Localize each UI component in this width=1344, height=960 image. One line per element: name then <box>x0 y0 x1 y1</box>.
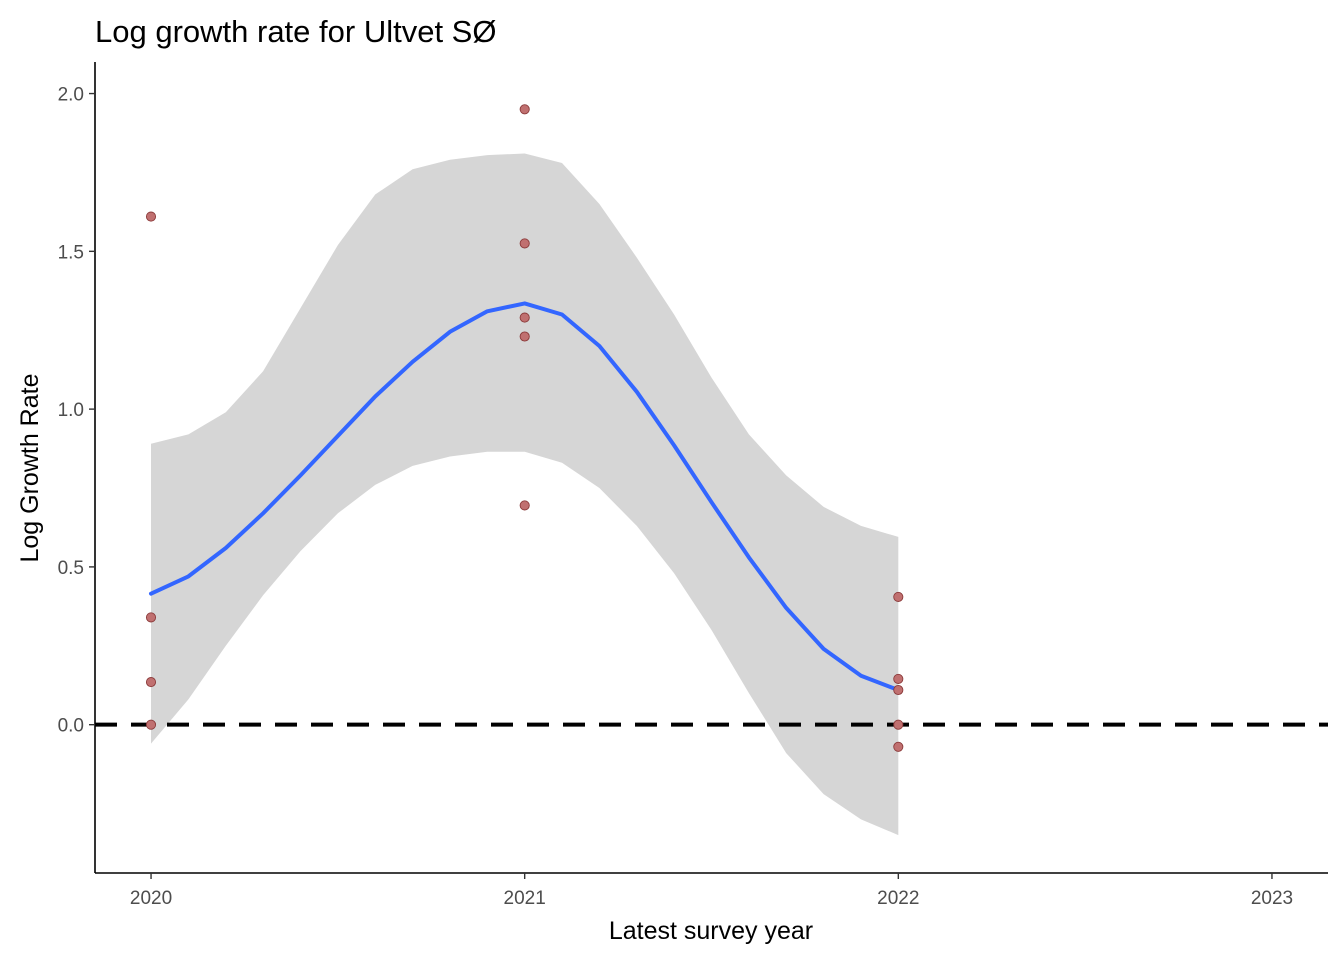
data-point <box>893 741 904 752</box>
y-tick-label: 2.0 <box>58 85 84 106</box>
data-point <box>893 719 904 730</box>
smooth-line <box>149 301 901 692</box>
x-axis-title: Latest survey year <box>609 917 813 945</box>
data-point <box>893 684 904 696</box>
chart-title: Log growth rate for Ultvet SØ <box>95 14 496 49</box>
data-point <box>145 719 157 730</box>
data-point <box>145 677 157 688</box>
x-tick-label: 2021 <box>504 888 546 909</box>
confidence-ribbon <box>151 153 899 836</box>
data-point <box>519 312 530 323</box>
data-point <box>893 591 904 602</box>
x-tick-label: 2023 <box>1251 888 1293 909</box>
x-tick-label: 2020 <box>130 888 172 909</box>
data-point <box>519 500 530 511</box>
plot-area <box>95 104 1328 836</box>
data-point <box>145 612 157 623</box>
x-tick-label: 2022 <box>877 888 919 909</box>
y-tick-label: 0.5 <box>58 558 84 579</box>
y-axis-ticks: 0.0 0.5 1.0 1.5 2.0 <box>58 85 95 737</box>
data-point <box>893 673 904 684</box>
data-point <box>519 238 530 249</box>
data-point <box>519 331 530 342</box>
y-tick-label: 1.5 <box>58 242 84 263</box>
y-tick-label: 1.0 <box>58 400 84 421</box>
y-axis-title: Log Growth Rate <box>16 374 44 563</box>
data-point <box>519 104 530 115</box>
y-tick-label: 0.0 <box>58 716 84 737</box>
data-point <box>145 211 157 222</box>
x-axis-ticks: 2020 2021 2022 2023 <box>130 873 1293 909</box>
